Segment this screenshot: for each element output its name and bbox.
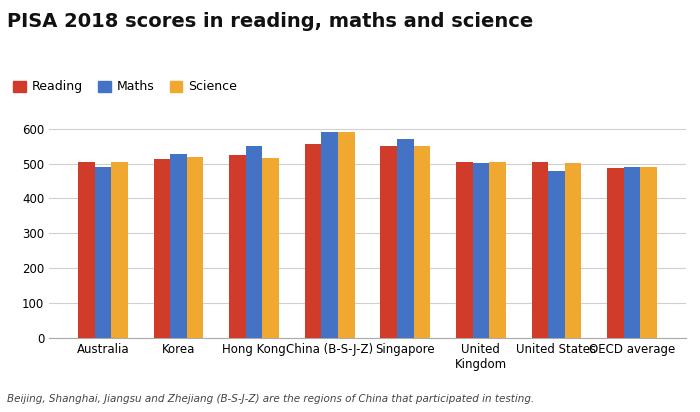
Bar xyxy=(548,171,565,338)
Bar xyxy=(170,154,187,338)
Bar xyxy=(489,162,506,338)
Bar xyxy=(321,132,338,338)
Bar xyxy=(229,155,246,338)
Bar xyxy=(565,163,582,338)
Bar xyxy=(624,167,641,338)
Bar xyxy=(111,162,128,338)
Bar xyxy=(640,167,657,338)
Bar xyxy=(456,162,472,338)
Bar xyxy=(187,157,204,338)
Bar xyxy=(380,146,397,338)
Bar xyxy=(338,132,355,338)
Bar xyxy=(473,163,489,338)
Bar xyxy=(246,146,262,338)
Bar xyxy=(94,167,111,338)
Bar xyxy=(262,158,279,338)
Bar xyxy=(304,144,321,338)
Text: PISA 2018 scores in reading, maths and science: PISA 2018 scores in reading, maths and s… xyxy=(7,12,533,31)
Bar xyxy=(531,162,548,338)
Bar xyxy=(607,168,624,338)
Bar xyxy=(78,162,94,338)
Text: Beijing, Shanghai, Jiangsu and Zhejiang (B-S-J-Z) are the regions of China that : Beijing, Shanghai, Jiangsu and Zhejiang … xyxy=(7,394,534,404)
Bar xyxy=(414,146,430,338)
Bar xyxy=(153,159,170,338)
Bar xyxy=(397,140,414,338)
Legend: Reading, Maths, Science: Reading, Maths, Science xyxy=(13,80,237,94)
